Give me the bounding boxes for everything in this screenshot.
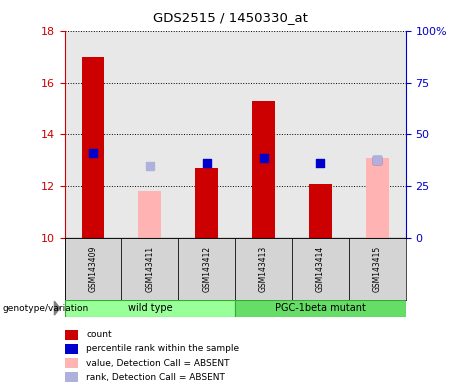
Text: value, Detection Call = ABSENT: value, Detection Call = ABSENT: [86, 359, 230, 367]
Text: wild type: wild type: [128, 303, 172, 313]
Text: GSM143413: GSM143413: [259, 246, 268, 292]
Text: GDS2515 / 1450330_at: GDS2515 / 1450330_at: [153, 11, 308, 24]
Text: GSM143414: GSM143414: [316, 246, 325, 292]
Bar: [235, 300, 406, 317]
Point: [373, 157, 381, 164]
Text: count: count: [86, 330, 112, 339]
Text: percentile rank within the sample: percentile rank within the sample: [86, 344, 239, 354]
Text: rank, Detection Call = ABSENT: rank, Detection Call = ABSENT: [86, 373, 225, 382]
Bar: [178, 238, 235, 300]
Bar: [65, 372, 78, 382]
Polygon shape: [54, 301, 60, 315]
Text: GSM143412: GSM143412: [202, 246, 211, 292]
Bar: [138, 191, 161, 238]
Point: [89, 149, 97, 156]
Text: GSM143415: GSM143415: [373, 246, 382, 292]
Bar: [65, 300, 235, 317]
Bar: [121, 238, 178, 300]
Bar: [195, 168, 218, 238]
Bar: [65, 358, 78, 368]
Bar: [349, 238, 406, 300]
Text: GSM143411: GSM143411: [145, 246, 154, 292]
Text: PGC-1beta mutant: PGC-1beta mutant: [275, 303, 366, 313]
Bar: [366, 158, 389, 238]
Bar: [65, 238, 121, 300]
Point: [317, 160, 324, 166]
Bar: [252, 101, 275, 238]
Text: GSM143409: GSM143409: [89, 246, 97, 292]
Bar: [292, 238, 349, 300]
Point: [260, 155, 267, 161]
Bar: [309, 184, 332, 238]
Point: [373, 157, 381, 164]
Point: [203, 160, 210, 166]
Text: genotype/variation: genotype/variation: [2, 304, 89, 313]
Bar: [65, 330, 78, 340]
Point: [146, 162, 154, 169]
Bar: [82, 56, 104, 238]
Bar: [65, 344, 78, 354]
Bar: [235, 238, 292, 300]
